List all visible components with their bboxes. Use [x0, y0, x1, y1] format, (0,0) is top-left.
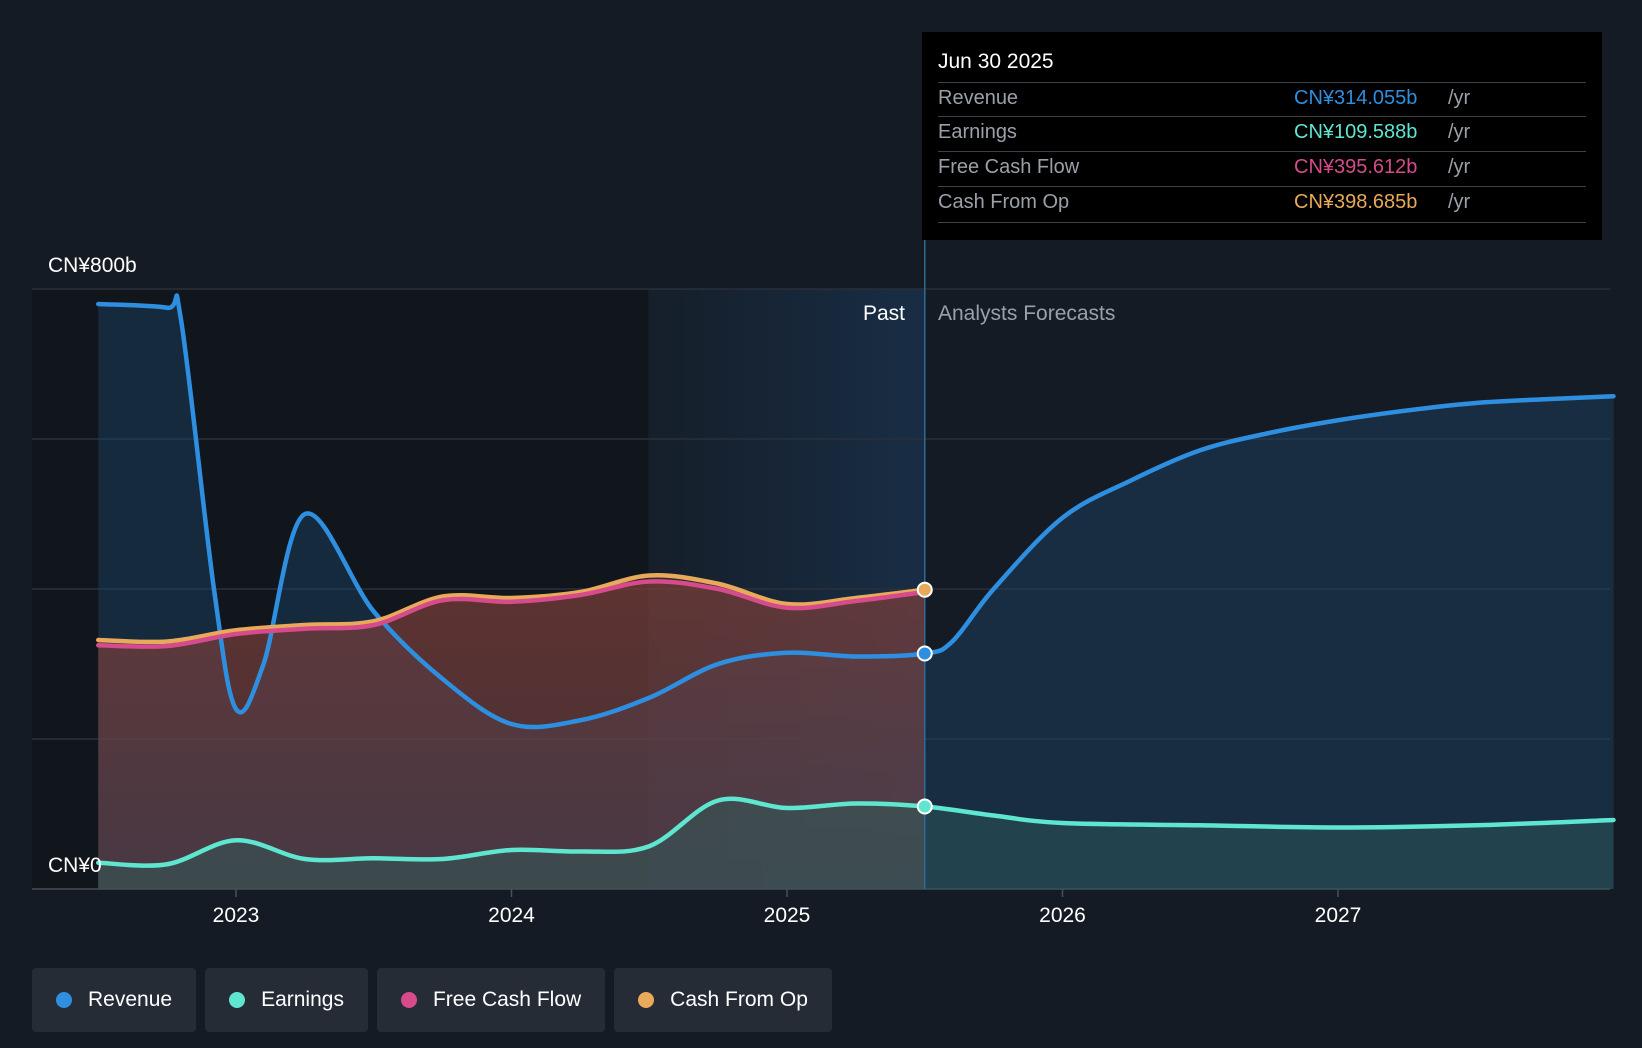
- legend-item-earnings[interactable]: Earnings: [205, 968, 368, 1032]
- tooltip-row-revenue: Revenue CN¥314.055b /yr: [938, 82, 1586, 117]
- tooltip-unit: /yr: [1448, 87, 1471, 109]
- legend-label: Earnings: [261, 988, 344, 1011]
- cash-from-op-line: [96, 573, 927, 645]
- legend-dot-icon: [229, 992, 246, 1008]
- tooltip-row-cash-from-op: Cash From Op CN¥398.685b /yr: [938, 186, 1586, 221]
- legend-item-free-cash-flow[interactable]: Free Cash Flow: [376, 968, 606, 1032]
- tooltip-date: Jun 30 2025: [938, 50, 1054, 73]
- legend-label: Cash From Op: [670, 988, 808, 1011]
- tooltip-label: Earnings: [938, 121, 1017, 143]
- past-label: Past: [863, 302, 905, 325]
- free-cash-flow-area: [98, 581, 925, 889]
- tooltip-row-earnings: Earnings CN¥109.588b /yr: [938, 116, 1586, 151]
- tooltip-unit: /yr: [1448, 191, 1471, 213]
- earnings-marker: [916, 798, 933, 815]
- tooltip-unit: /yr: [1448, 156, 1471, 178]
- free-cash-flow-line: [96, 579, 927, 649]
- cash-from-op-marker: [916, 581, 933, 598]
- tooltip-value: CN¥395.612b: [1294, 156, 1418, 178]
- x-tick-label: 2023: [213, 904, 260, 927]
- tooltip-row-free-cash-flow: Free Cash Flow CN¥395.612b /yr: [938, 151, 1586, 186]
- y-axis-top-label: CN¥800b: [48, 254, 137, 277]
- forecast-label: Analysts Forecasts: [938, 302, 1115, 325]
- earnings-area: [98, 798, 1614, 889]
- tooltip-label: Cash From Op: [938, 191, 1070, 213]
- tooltip: Jun 30 2025 Revenue CN¥314.055b /yr Earn…: [922, 32, 1602, 240]
- revenue-marker: [916, 645, 933, 662]
- tooltip-value: CN¥109.588b: [1294, 121, 1418, 143]
- x-tick-label: 2026: [1039, 904, 1086, 927]
- legend-dot-icon: [400, 992, 417, 1008]
- x-tick-label: 2027: [1315, 904, 1362, 927]
- legend-dot-icon: [56, 992, 72, 1008]
- tooltip-unit: /yr: [1448, 121, 1471, 143]
- earnings-line: [96, 796, 1616, 868]
- legend-dot-icon: [638, 992, 655, 1008]
- x-tick-label: 2025: [764, 904, 811, 927]
- legend: Revenue Earnings Free Cash Flow Cash Fro…: [32, 968, 832, 1032]
- tooltip-value: CN¥314.055b: [1294, 87, 1418, 109]
- revenue-line: [96, 293, 1616, 730]
- legend-label: Revenue: [88, 988, 173, 1011]
- tooltip-label: Free Cash Flow: [938, 156, 1080, 178]
- legend-item-cash-from-op[interactable]: Cash From Op: [614, 968, 832, 1032]
- legend-label: Free Cash Flow: [432, 988, 582, 1011]
- tooltip-divider: [938, 222, 1586, 223]
- tooltip-value: CN¥398.685b: [1294, 191, 1418, 213]
- tooltip-label: Revenue: [938, 87, 1019, 109]
- legend-item-revenue[interactable]: Revenue: [32, 968, 197, 1032]
- x-tick-label: 2024: [488, 904, 535, 927]
- y-axis-bottom-label: CN¥0: [48, 854, 102, 877]
